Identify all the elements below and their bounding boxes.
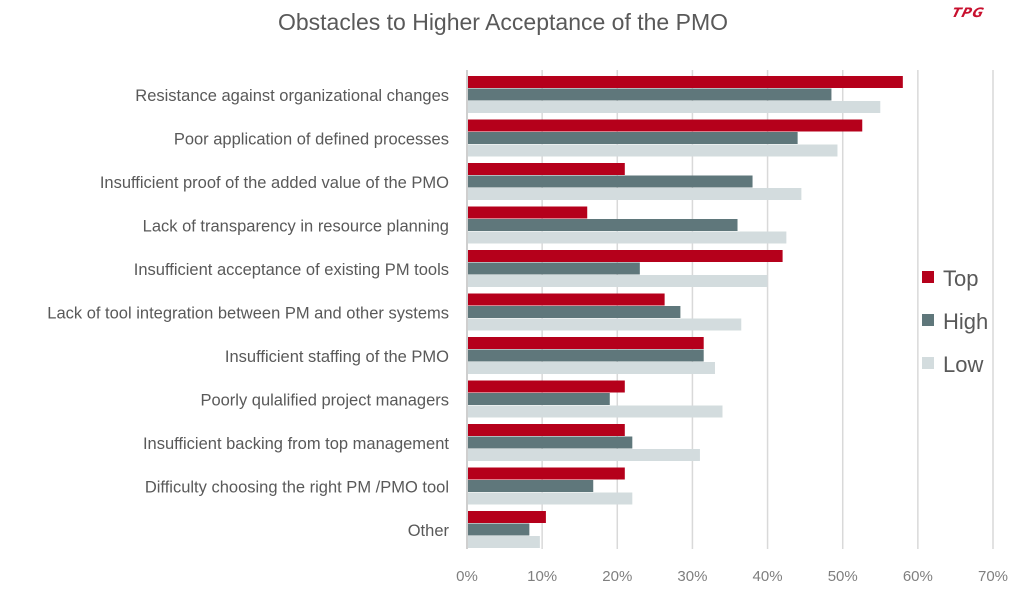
- category-label: Resistance against organizational change…: [135, 87, 449, 105]
- x-tick-label: 20%: [602, 568, 632, 585]
- bar-low: [468, 492, 633, 505]
- bar-top: [468, 76, 903, 88]
- x-tick-label: 30%: [677, 568, 707, 585]
- category-label: Insufficient staffing of the PMO: [225, 348, 449, 366]
- x-tick-label: 40%: [753, 568, 783, 585]
- bar-top: [468, 424, 625, 436]
- bar-low: [468, 101, 881, 113]
- category-label: Insufficient acceptance of existing PM t…: [134, 261, 449, 279]
- x-tick-label: 60%: [903, 568, 933, 585]
- bar-high: [468, 88, 832, 101]
- bar-high: [468, 480, 594, 492]
- bar-low: [468, 275, 768, 287]
- legend-swatch-low: [922, 357, 934, 369]
- legend-label: Low: [943, 352, 983, 377]
- category-label: Difficulty choosing the right PM /PMO to…: [145, 478, 449, 496]
- legend: Top High Low: [922, 266, 988, 377]
- x-tick-label: 70%: [978, 568, 1008, 585]
- x-tick-label: 0%: [456, 568, 478, 585]
- legend-label: Top: [943, 266, 978, 291]
- legend-swatch-top: [922, 271, 934, 283]
- category-label: Insufficient backing from top management: [143, 435, 449, 453]
- legend-swatch-high: [922, 314, 934, 326]
- bar-low: [468, 318, 742, 331]
- bar-top: [468, 293, 665, 306]
- bar-high: [468, 219, 738, 231]
- bar-high: [468, 349, 704, 362]
- bar-high: [468, 262, 640, 275]
- category-label: Poor application of defined processes: [174, 130, 449, 148]
- bar-top: [468, 467, 625, 480]
- bar-top: [468, 380, 625, 393]
- bar-low: [468, 362, 715, 374]
- bar-low: [468, 449, 700, 461]
- bar-top: [468, 206, 588, 219]
- bar-low: [468, 144, 838, 157]
- bar-high: [468, 306, 681, 318]
- bar-top: [468, 511, 546, 523]
- category-label: Insufficient proof of the added value of…: [100, 174, 449, 192]
- category-label: Lack of transparency in resource plannin…: [143, 217, 449, 235]
- bars: [468, 76, 903, 548]
- x-tick-label: 50%: [828, 568, 858, 585]
- x-tick-labels: 0% 10% 20% 30% 40% 50% 60% 70%: [456, 568, 1008, 585]
- bar-high: [468, 393, 610, 405]
- legend-label: High: [943, 309, 988, 334]
- bar-low: [468, 536, 540, 548]
- bar-high: [468, 523, 530, 536]
- bar-low: [468, 231, 787, 244]
- tpg-logo: TPG: [949, 6, 987, 21]
- bar-top: [468, 337, 704, 349]
- category-label: Other: [408, 522, 450, 540]
- chart-title: Obstacles to Higher Acceptance of the PM…: [278, 9, 728, 35]
- x-tick-label: 10%: [527, 568, 557, 585]
- bar-high: [468, 175, 753, 188]
- bar-top: [468, 163, 625, 175]
- category-label: Poorly qulalified project managers: [200, 391, 449, 409]
- bar-top: [468, 250, 783, 262]
- bar-top: [468, 119, 863, 132]
- bar-high: [468, 132, 798, 144]
- bar-high: [468, 436, 633, 449]
- bar-low: [468, 188, 802, 200]
- category-labels: Resistance against organizational change…: [47, 87, 449, 540]
- category-label: Lack of tool integration between PM and …: [47, 304, 449, 322]
- bar-low: [468, 405, 723, 418]
